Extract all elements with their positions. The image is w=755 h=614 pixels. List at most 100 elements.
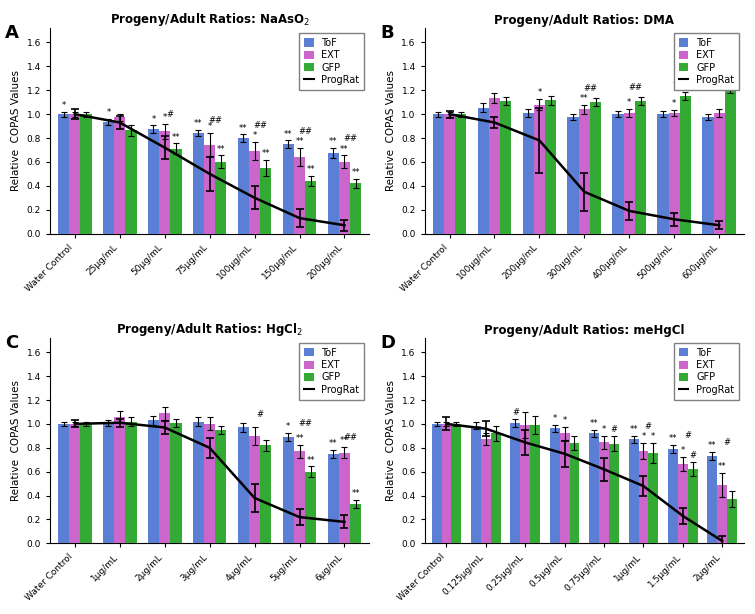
Bar (510, 423, 520, 543)
Bar (545, 101, 556, 233)
Text: ##: ## (208, 116, 222, 125)
Bar (639, 451, 649, 543)
Text: **: ** (284, 130, 292, 139)
Bar (350, 184, 362, 233)
Text: ##: ## (298, 126, 312, 136)
Text: **: ** (718, 462, 726, 471)
Text: **: ** (217, 144, 225, 154)
Text: #: # (689, 451, 696, 460)
Bar (678, 464, 688, 543)
Text: #: # (257, 410, 263, 419)
Text: *: * (627, 98, 631, 107)
Text: **: ** (307, 165, 315, 174)
Bar (171, 149, 181, 233)
Text: #: # (684, 431, 692, 440)
Text: **: ** (239, 123, 248, 133)
Bar (629, 440, 639, 543)
Text: *: * (61, 101, 66, 110)
Bar (159, 413, 171, 543)
Bar (522, 113, 534, 233)
Text: **: ** (726, 72, 735, 80)
Text: **: ** (590, 419, 599, 428)
Bar (193, 422, 204, 543)
Text: *: * (553, 414, 557, 422)
Text: *: * (252, 131, 257, 140)
Bar (658, 114, 669, 233)
Bar (702, 117, 713, 233)
Text: ##: ## (253, 121, 267, 130)
Bar (649, 453, 658, 543)
Bar (215, 162, 226, 233)
Text: **: ** (351, 168, 360, 177)
Bar (294, 157, 305, 233)
Text: C: C (5, 334, 19, 352)
Legend: ToF, EXT, GFP, ProgRat: ToF, EXT, GFP, ProgRat (673, 33, 739, 90)
Bar (103, 423, 114, 543)
Bar (148, 129, 159, 233)
Bar (612, 114, 624, 233)
Text: **: ** (669, 434, 677, 443)
Text: **: ** (708, 441, 716, 450)
Bar (481, 440, 491, 543)
Y-axis label: Relative  COPAS Values: Relative COPAS Values (11, 380, 21, 501)
Bar (193, 133, 204, 233)
Bar (282, 144, 294, 233)
Bar (80, 114, 91, 233)
Bar (114, 117, 125, 233)
Bar (260, 445, 271, 543)
Bar (69, 114, 80, 233)
Bar (305, 181, 316, 233)
Bar (215, 430, 226, 543)
Bar (725, 88, 736, 233)
Bar (328, 454, 339, 543)
Text: *: * (681, 446, 685, 455)
Bar (80, 424, 91, 543)
Text: #: # (610, 425, 618, 434)
Text: **: ** (171, 133, 180, 142)
Bar (58, 424, 69, 543)
Text: **: ** (261, 149, 270, 158)
Bar (148, 421, 159, 543)
Bar (328, 153, 339, 233)
Bar (635, 101, 646, 233)
Bar (579, 109, 590, 233)
Text: *: * (602, 425, 606, 434)
Bar (114, 417, 125, 543)
Bar (568, 117, 579, 233)
Text: *: * (286, 422, 291, 431)
Bar (688, 469, 698, 543)
Y-axis label: Relative  COPAS Values: Relative COPAS Values (11, 71, 21, 192)
Bar (707, 456, 717, 543)
Bar (58, 114, 69, 233)
Bar (569, 443, 579, 543)
Bar (69, 424, 80, 543)
Text: **: ** (307, 456, 315, 465)
Bar (559, 433, 569, 543)
Text: *: * (151, 115, 156, 123)
Bar (305, 472, 316, 543)
Text: **: ** (341, 144, 349, 154)
Title: Progeny/Adult Ratios: HgCl$_2$: Progeny/Adult Ratios: HgCl$_2$ (116, 321, 303, 338)
Text: B: B (380, 24, 394, 42)
Bar (727, 499, 737, 543)
Bar (590, 102, 601, 233)
Bar (249, 436, 260, 543)
Text: **: ** (295, 434, 304, 443)
Text: **: ** (329, 439, 337, 448)
Title: Progeny/Adult Ratios: NaAsO$_2$: Progeny/Adult Ratios: NaAsO$_2$ (109, 11, 310, 28)
Bar (339, 162, 350, 233)
Bar (491, 433, 501, 543)
Text: **: ** (580, 95, 589, 103)
Bar (125, 422, 137, 543)
Bar (260, 168, 271, 233)
Text: **: ** (194, 119, 202, 128)
Text: *: * (106, 108, 111, 117)
Bar (530, 425, 540, 543)
Text: #: # (645, 422, 652, 431)
Bar (204, 145, 215, 233)
Text: ##: ## (298, 419, 312, 428)
Bar (488, 98, 500, 233)
Bar (520, 425, 530, 543)
Text: **: ** (295, 138, 304, 146)
Bar (433, 114, 444, 233)
